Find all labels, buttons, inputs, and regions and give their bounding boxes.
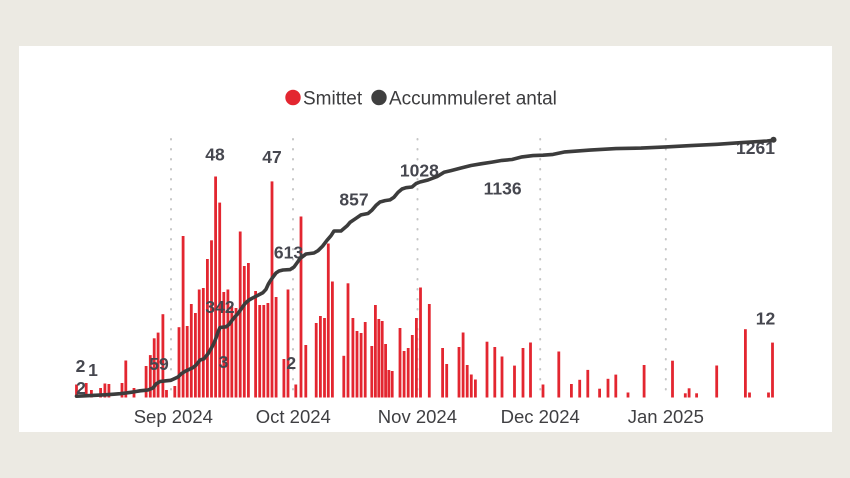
svg-text:3: 3 bbox=[219, 352, 229, 372]
svg-text:Sep 2024: Sep 2024 bbox=[134, 406, 213, 427]
svg-text:1: 1 bbox=[88, 360, 98, 380]
svg-text:1136: 1136 bbox=[484, 178, 522, 198]
svg-text:857: 857 bbox=[339, 190, 368, 210]
svg-text:2: 2 bbox=[76, 356, 86, 376]
svg-text:2: 2 bbox=[286, 353, 296, 373]
svg-text:2: 2 bbox=[76, 378, 86, 398]
svg-text:48: 48 bbox=[205, 145, 225, 165]
svg-text:Nov 2024: Nov 2024 bbox=[378, 406, 457, 427]
svg-text:1028: 1028 bbox=[400, 160, 439, 180]
svg-text:Jan 2025: Jan 2025 bbox=[628, 406, 704, 427]
svg-text:Smittet: Smittet bbox=[303, 89, 363, 110]
svg-text:47: 47 bbox=[262, 147, 281, 167]
svg-text:59: 59 bbox=[149, 354, 169, 374]
svg-text:342: 342 bbox=[205, 297, 234, 317]
svg-text:Oct 2024: Oct 2024 bbox=[256, 406, 331, 427]
svg-text:Accummuleret antal: Accummuleret antal bbox=[389, 89, 557, 110]
svg-text:12: 12 bbox=[756, 309, 776, 329]
svg-text:613: 613 bbox=[274, 243, 303, 263]
svg-text:Dec 2024: Dec 2024 bbox=[501, 406, 580, 427]
